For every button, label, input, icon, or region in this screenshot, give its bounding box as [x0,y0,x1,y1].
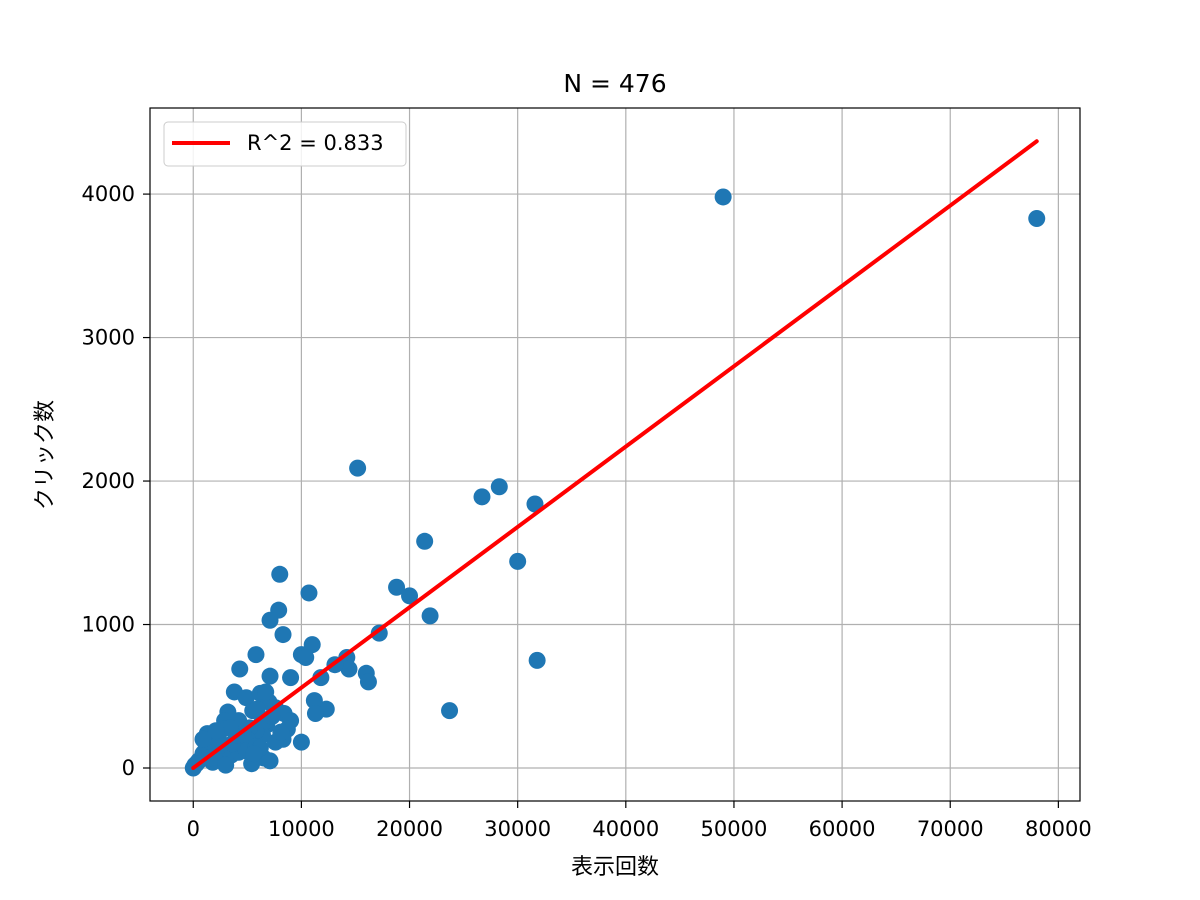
data-point [340,660,358,678]
x-tick-label: 80000 [1025,817,1092,841]
data-point [416,532,434,550]
data-point [221,719,239,737]
data-point [401,587,419,605]
x-axis-ticks: 0 10000 20000 30000 40000 50000 60000 70000 8000… [187,801,1092,841]
data-point [261,667,279,685]
data-point [237,689,255,707]
data-point [714,188,732,206]
data-point [300,584,318,602]
x-tick-label: 0 [187,817,200,841]
regression-line [191,139,1039,770]
x-tick-label: 20000 [376,817,443,841]
x-tick-label: 40000 [592,817,659,841]
y-tick-label: 1000 [82,613,135,637]
data-point [261,752,279,770]
y-axis-ticks: 0 1000 2000 3000 4000 [82,182,150,780]
data-point [245,745,263,763]
plot-frame [149,107,1081,802]
data-point [261,611,279,629]
x-tick-label: 70000 [917,817,984,841]
y-tick-label: 3000 [82,326,135,350]
data-point [292,733,310,751]
chart-title: N = 476 [563,69,666,98]
x-tick-label: 10000 [268,817,335,841]
data-point [421,607,439,625]
data-point [1028,209,1046,227]
grid-lines [150,108,1080,801]
data-point [526,495,544,513]
data-point [509,552,527,570]
data-point [306,704,324,722]
y-axis-label: クリック数 [33,400,58,510]
y-tick-label: 0 [122,756,135,780]
data-point [359,673,377,691]
y-tick-label: 2000 [82,469,135,493]
data-point [490,478,508,496]
data-point [194,730,212,748]
data-point [305,692,323,710]
data-point [282,669,300,687]
data-point [528,651,546,669]
x-tick-label: 60000 [809,817,876,841]
x-axis-label: 表示回数 [571,855,659,880]
data-point [388,578,406,596]
data-point [231,660,249,678]
data-point [297,649,315,667]
data-point [207,722,225,740]
data-point [473,488,491,506]
regression-layer [191,139,1039,770]
data-point [312,669,330,687]
data-point [349,459,367,477]
legend-label: R^2 = 0.833 [247,131,384,155]
legend-box [163,121,407,167]
x-tick-label: 30000 [484,817,551,841]
data-point [441,702,459,720]
x-tick-label: 50000 [701,817,768,841]
data-point [247,646,265,664]
legend: R^2 = 0.833 [163,121,407,167]
data-point [271,565,289,583]
data-point [257,683,275,701]
y-tick-label: 4000 [82,182,135,206]
data-point [272,723,290,741]
data-point [274,626,292,644]
data-point [303,636,321,654]
data-point [217,756,235,774]
data-point [248,700,266,718]
